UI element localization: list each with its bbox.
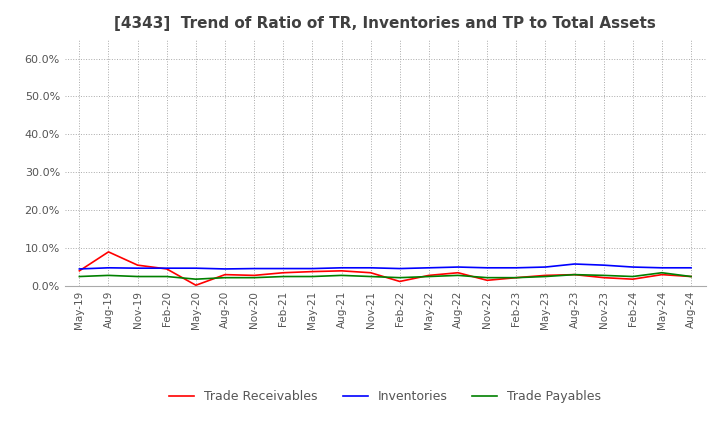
Trade Payables [192,276,200,282]
Trade Payables [163,274,171,279]
Trade Receivables [425,273,433,278]
Trade Receivables [687,274,696,279]
Trade Payables [395,275,404,280]
Trade Receivables [133,263,142,268]
Trade Receivables [279,270,287,275]
Inventories [366,265,375,271]
Legend: Trade Receivables, Inventories, Trade Payables: Trade Receivables, Inventories, Trade Pa… [164,385,606,408]
Inventories [629,264,637,270]
Trade Receivables [570,272,579,277]
Trade Receivables [192,282,200,288]
Inventories [133,266,142,271]
Inventories [599,263,608,268]
Inventories [395,266,404,271]
Trade Payables [220,275,229,280]
Trade Payables [337,273,346,278]
Inventories [250,266,258,271]
Line: Trade Payables: Trade Payables [79,273,691,279]
Trade Payables [366,274,375,279]
Trade Receivables [657,272,666,277]
Trade Receivables [220,272,229,277]
Line: Inventories: Inventories [79,264,691,269]
Trade Payables [308,274,317,279]
Title: [4343]  Trend of Ratio of TR, Inventories and TP to Total Assets: [4343] Trend of Ratio of TR, Inventories… [114,16,656,32]
Trade Payables [629,274,637,279]
Trade Receivables [308,269,317,274]
Trade Receivables [250,273,258,278]
Trade Payables [599,273,608,278]
Trade Payables [687,274,696,279]
Trade Payables [512,275,521,280]
Trade Payables [250,275,258,280]
Trade Receivables [629,276,637,282]
Trade Receivables [75,268,84,274]
Inventories [104,265,113,271]
Inventories [570,261,579,267]
Trade Receivables [104,249,113,254]
Inventories [163,266,171,271]
Trade Receivables [337,268,346,274]
Trade Payables [541,274,550,279]
Trade Receivables [599,275,608,280]
Inventories [483,265,492,271]
Trade Receivables [163,266,171,271]
Inventories [541,264,550,270]
Inventories [425,265,433,271]
Inventories [75,266,84,271]
Trade Receivables [483,278,492,283]
Trade Receivables [454,270,462,275]
Inventories [220,266,229,271]
Trade Payables [454,273,462,278]
Trade Payables [425,274,433,279]
Inventories [337,265,346,271]
Inventories [657,265,666,271]
Trade Payables [657,270,666,275]
Trade Receivables [366,270,375,275]
Inventories [454,264,462,270]
Inventories [512,265,521,271]
Trade Receivables [541,273,550,278]
Trade Receivables [395,279,404,284]
Inventories [687,265,696,271]
Inventories [279,266,287,271]
Inventories [192,266,200,271]
Trade Payables [133,274,142,279]
Trade Payables [75,274,84,279]
Trade Payables [570,272,579,277]
Trade Payables [483,275,492,280]
Trade Payables [279,274,287,279]
Line: Trade Receivables: Trade Receivables [79,252,691,285]
Inventories [308,266,317,271]
Trade Payables [104,273,113,278]
Trade Receivables [512,275,521,280]
